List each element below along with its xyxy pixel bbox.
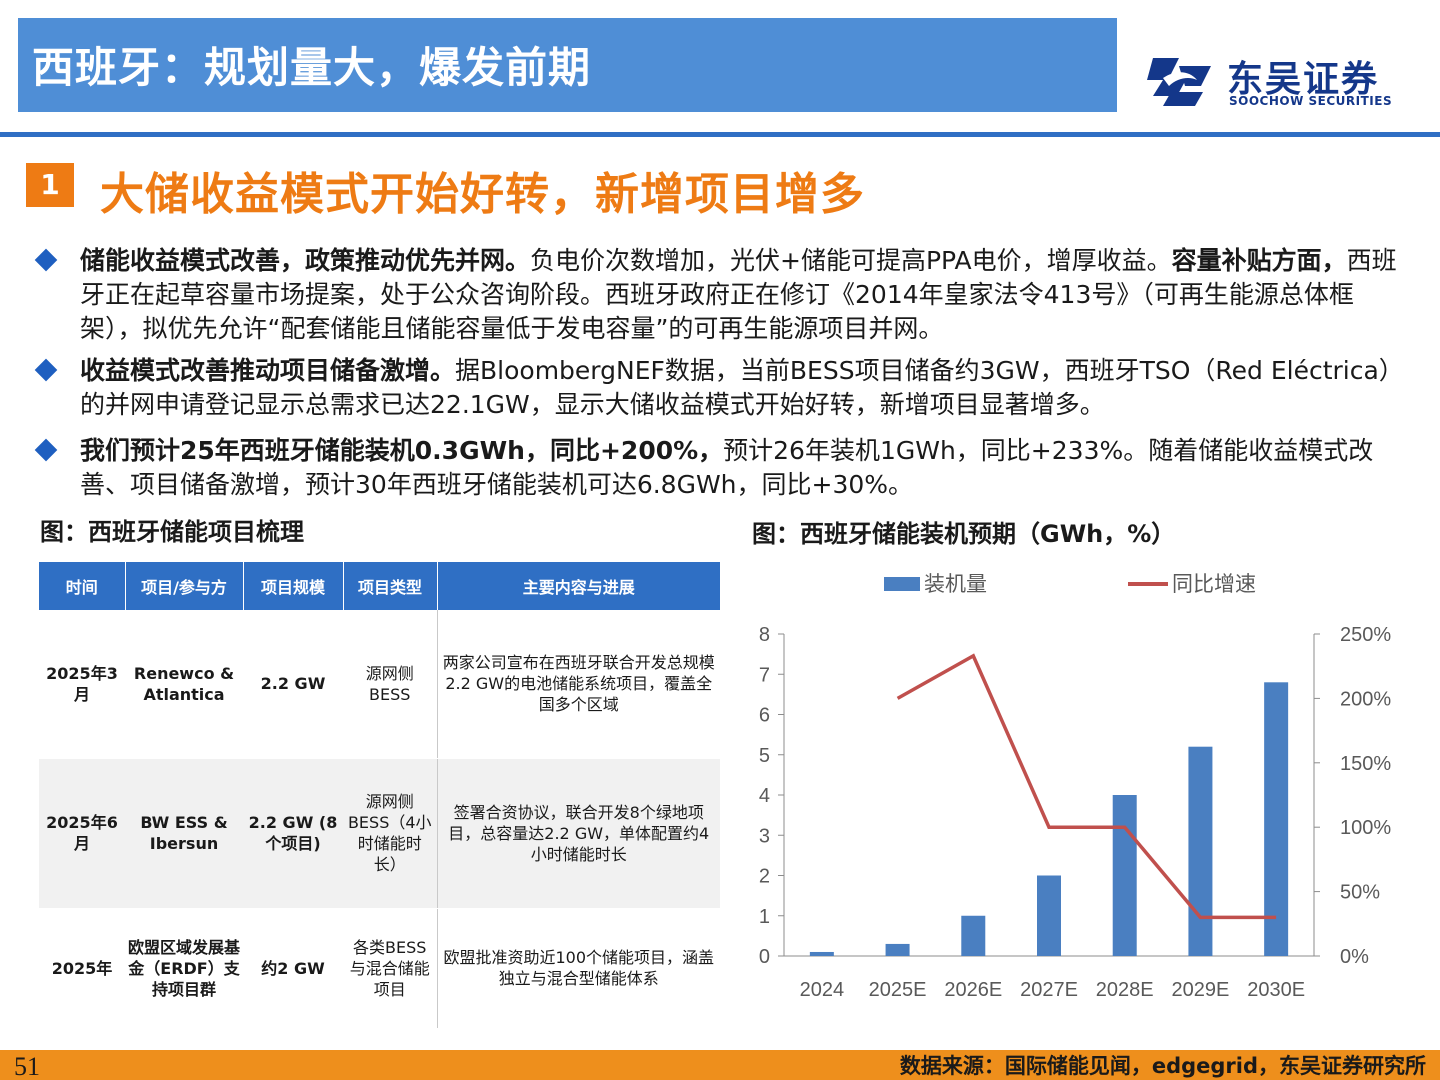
diamond-bullet-icon: [34, 438, 58, 462]
cell-content: 签署合资协议，联合开发8个绿地项目，总容量达2.2 GW，单体配置约4小时储能时…: [436, 758, 720, 909]
bullet-body: 西班牙正在起草容量市场提案，处于公众咨询阶段。西班牙政府正在修订《2014年皇家…: [80, 246, 1397, 343]
table-title: 图：西班牙储能项目梳理: [40, 518, 304, 546]
y2-tick-label: 0%: [1340, 946, 1369, 968]
bullet-bold: 我们预计25年西班牙储能装机0.3GWh，同比+200%，: [80, 436, 724, 465]
brand-logo: 东吴证券 SOOCHOW SECURITIES: [1145, 50, 1415, 114]
column-header: 项目规模: [242, 562, 343, 610]
y-tick-label: 0: [759, 946, 770, 968]
bar-2024: [809, 951, 834, 956]
chart-title: 图：西班牙储能装机预期（GWh，%）: [752, 520, 1176, 548]
bar-2028E: [1112, 795, 1137, 956]
table-header-row: 时间 项目/参与方 项目规模 项目类型 主要内容与进展: [39, 562, 720, 610]
bullet-text: 收益模式改善推动项目储备激增。据BloombergNEF数据，当前BESS项目储…: [80, 354, 1410, 422]
section-title: 大储收益模式开始好转，新增项目增多: [100, 169, 865, 220]
diamond-bullet-icon: [34, 358, 58, 382]
x-tick-label: 2024: [800, 979, 845, 1001]
data-source: 数据来源：国际储能见闻，edgegrid，东吴证券研究所: [899, 1054, 1426, 1078]
bullet-body: 预计26年装机1GWh，同比+233%。随着储能收益模式改善、项目储备激增，预计…: [80, 436, 1374, 499]
bullet-bold: 容量补贴方面，: [1171, 246, 1347, 275]
column-header: 项目类型: [342, 562, 437, 610]
y-tick-label: 4: [759, 785, 770, 807]
bullet-item: 储能收益模式改善，政策推动优先并网。负电价次数增加，光伏+储能可提高PPA电价，…: [34, 244, 1413, 348]
x-tick-label: 2028E: [1096, 979, 1154, 1001]
bullet-item: 我们预计25年西班牙储能装机0.3GWh，同比+200%，预计26年装机1GWh…: [34, 434, 1413, 504]
y-tick-label: 3: [759, 825, 770, 847]
column-header: 时间: [39, 562, 125, 610]
column-header: 主要内容与进展: [436, 562, 720, 610]
cell-content: 两家公司宣布在西班牙联合开发总规模2.2 GW的电池储能系统项目，覆盖全国多个区…: [436, 610, 720, 759]
y2-tick-label: 250%: [1340, 624, 1391, 646]
bar-2026E: [961, 915, 986, 956]
page-number: 51: [14, 1052, 40, 1080]
legend-line-label: 同比增速: [1172, 573, 1256, 596]
cell-type: 源网侧BESS（4小时储能时长）: [343, 758, 437, 909]
x-tick-label: 2029E: [1172, 979, 1230, 1001]
legend-bar-swatch: [884, 577, 920, 591]
bullet-item: 收益模式改善推动项目储备激增。据BloombergNEF数据，当前BESS项目储…: [34, 354, 1413, 424]
y-tick-label: 6: [759, 705, 770, 727]
bullet-bold: 储能收益模式改善，政策推动优先并网。: [80, 246, 531, 275]
bar-2030E: [1264, 682, 1289, 956]
growth-line: [896, 653, 1277, 920]
cell-type: 各类BESS与混合储能项目: [343, 908, 437, 1028]
bullet-text: 储能收益模式改善，政策推动优先并网。负电价次数增加，光伏+储能可提高PPA电价，…: [80, 244, 1410, 346]
x-tick-label: 2030E: [1247, 979, 1305, 1001]
page-title: 西班牙：规划量大，爆发前期: [32, 43, 592, 92]
table-row: 2025年6月 BW ESS & Ibersun 2.2 GW (8个项目) 源…: [39, 758, 720, 909]
bar-2025E: [885, 943, 910, 956]
cell-type: 源网侧BESS: [343, 610, 437, 759]
cell-party: BW ESS & Ibersun: [125, 758, 243, 909]
y-tick-label: 8: [759, 624, 770, 646]
bullet-body: 据BloombergNEF数据，当前BESS项目储备约3GW，西班牙TSO（Re…: [80, 356, 1404, 419]
bar-2029E: [1188, 746, 1213, 956]
y2-tick-label: 100%: [1340, 817, 1391, 839]
footer-bar: 51 数据来源：国际储能见闻，edgegrid，东吴证券研究所: [0, 1050, 1440, 1080]
y-tick-label: 5: [759, 745, 770, 767]
cell-content: 欧盟批准资助近100个储能项目，涵盖独立与混合型储能体系: [436, 908, 720, 1028]
soochow-logo-icon: [1147, 58, 1211, 106]
table-row: 2025年3月 Renewco & Atlantica 2.2 GW 源网侧BE…: [39, 610, 720, 759]
x-tick-label: 2025E: [869, 979, 927, 1001]
logo-name-en: SOOCHOW SECURITIES: [1229, 94, 1393, 108]
y2-tick-label: 50%: [1340, 882, 1380, 904]
cell-party: 欧盟区域发展基金（ERDF）支持项目群: [125, 908, 243, 1028]
project-table: 时间 项目/参与方 项目规模 项目类型 主要内容与进展 2025年3月 Rene…: [39, 562, 720, 1028]
cell-time: 2025年3月: [39, 610, 125, 759]
cell-scale: 2.2 GW: [243, 610, 343, 759]
y-tick-label: 2: [759, 866, 770, 888]
bullet-body: 负电价次数增加，光伏+储能可提高PPA电价，增厚收益。: [530, 246, 1172, 275]
bullet-text: 我们预计25年西班牙储能装机0.3GWh，同比+200%，预计26年装机1GWh…: [80, 434, 1410, 502]
capacity-chart: 0 1 2 3 4 5 6 7 8 0% 50% 100% 150% 200% 250% 2024 2025E 2…: [759, 573, 1391, 1001]
diamond-bullet-icon: [34, 248, 58, 272]
header-bar: [18, 18, 1117, 112]
y2-tick-label: 150%: [1340, 753, 1391, 775]
y-tick-label: 1: [759, 906, 770, 928]
x-tick-label: 2027E: [1020, 979, 1078, 1001]
bullet-bold: 收益模式改善推动项目储备激增。: [80, 356, 456, 385]
cell-scale: 约2 GW: [243, 908, 343, 1028]
cell-party: Renewco & Atlantica: [125, 610, 243, 759]
section-number: 1: [26, 163, 74, 207]
bar-2027E: [1037, 875, 1061, 956]
legend-bar-label: 装机量: [924, 573, 987, 596]
header-divider: [0, 132, 1440, 137]
y2-tick-label: 200%: [1340, 688, 1391, 710]
cell-time: 2025年6月: [39, 758, 125, 909]
y-tick-label: 7: [759, 664, 770, 686]
table-row: 2025年 欧盟区域发展基金（ERDF）支持项目群 约2 GW 各类BESS与混…: [39, 908, 720, 1028]
cell-scale: 2.2 GW (8个项目): [243, 758, 343, 909]
column-header: 项目/参与方: [124, 562, 243, 610]
logo-name-cn: 东吴证券: [1227, 59, 1380, 100]
cell-time: 2025年: [39, 908, 125, 1028]
x-tick-label: 2026E: [944, 979, 1002, 1001]
